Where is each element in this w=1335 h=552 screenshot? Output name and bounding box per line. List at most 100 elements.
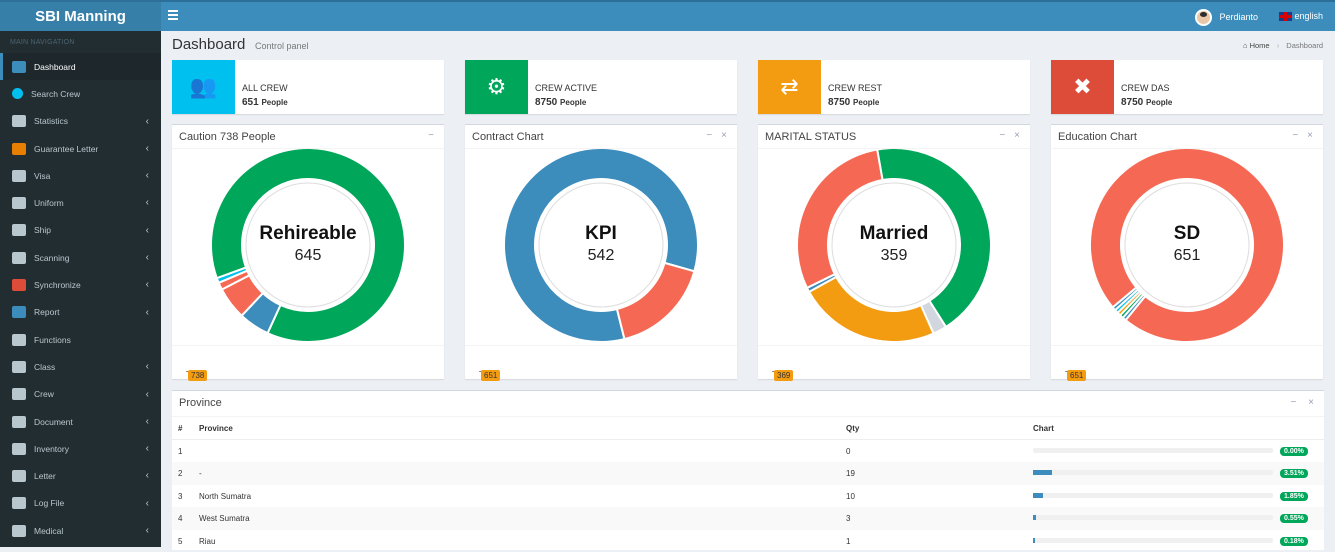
progress-bar [1033, 515, 1273, 520]
chevron-left-icon: ‹ [146, 307, 149, 318]
sidebar-item-class[interactable]: Class‹ [0, 353, 161, 380]
close-icon[interactable]: × [1307, 130, 1313, 141]
row-province: North Sumatra [199, 492, 251, 501]
info-box-crew-rest[interactable]: ⇄ CREW REST 8750 People [758, 60, 1030, 114]
uniform-icon [12, 197, 26, 209]
app-logo[interactable]: SBI Manning [0, 2, 161, 31]
briefcase-icon [12, 334, 26, 346]
sidebar-item-inventory[interactable]: Inventory‹ [0, 435, 161, 462]
row-num: 2 [178, 469, 182, 478]
total-badge: 651 [481, 370, 500, 381]
breadcrumb-current: Dashboard [1286, 41, 1323, 50]
chevron-left-icon: ‹ [146, 170, 149, 181]
avatar [1195, 9, 1212, 26]
user-menu[interactable]: Perdianto [1195, 7, 1258, 27]
collapse-icon[interactable]: − [999, 130, 1005, 141]
chart-panel-education-chart: Education Chart−×SD651Total 651 [1051, 124, 1323, 379]
progress-fill [1033, 493, 1043, 498]
total-badge: 738 [188, 370, 207, 381]
panel-title: Contract Chart [472, 131, 544, 143]
sidebar-item-log-file[interactable]: Log File ‹ [0, 490, 161, 517]
exchange-icon [12, 279, 26, 291]
panel-title: Education Chart [1058, 131, 1137, 143]
sidebar-item-label: Visa [34, 171, 50, 181]
close-icon[interactable]: × [1308, 397, 1314, 408]
panel-title: Caution 738 People [179, 131, 276, 143]
sidebar-item-dashboard[interactable]: Dashboard [0, 53, 161, 80]
nav-header: MAIN NAVIGATION [0, 31, 161, 53]
sidebar-item-label: Letter [34, 471, 56, 481]
top-header: SBI Manning Perdianto english [0, 0, 1335, 31]
row-province: - [199, 469, 202, 478]
chevron-left-icon: ‹ [146, 498, 149, 509]
sidebar-item-guarantee-letter[interactable]: Guarantee Letter‹ [0, 135, 161, 162]
sidebar-item-visa[interactable]: Visa ‹ [0, 162, 161, 189]
donut-center-value: 651 [1051, 247, 1323, 265]
sidebar-item-medical[interactable]: Medical ‹ [0, 517, 161, 544]
row-qty: 10 [846, 492, 855, 501]
exchange-icon: ⇄ [758, 60, 821, 114]
info-box-number: 651 People [242, 97, 288, 108]
info-box-number: 8750 People [828, 97, 879, 108]
chevron-left-icon: ‹ [146, 416, 149, 427]
panel-title: MARITAL STATUS [765, 131, 856, 143]
sidebar-item-scanning[interactable]: Scanning‹ [0, 244, 161, 271]
sidebar-item-label: Statistics [34, 116, 68, 126]
close-icon[interactable]: × [1014, 130, 1020, 141]
sidebar-item-label: Medical [34, 526, 63, 536]
row-qty: 19 [846, 469, 855, 478]
row-num: 1 [178, 447, 182, 456]
language-label: english [1294, 11, 1323, 21]
chevron-left-icon: ‹ [146, 525, 149, 536]
sidebar-item-label: Log File [34, 498, 64, 508]
sidebar-item-statistics[interactable]: Statistics‹ [0, 108, 161, 135]
breadcrumb-home[interactable]: Home [1250, 41, 1270, 50]
collapse-icon[interactable]: − [428, 130, 434, 141]
sidebar-item-label: Uniform [34, 198, 64, 208]
info-box-label: CREW REST [828, 83, 882, 93]
donut-slice[interactable] [797, 149, 883, 287]
sidebar-item-uniform[interactable]: Uniform ‹ [0, 189, 161, 216]
chevron-left-icon: ‹ [146, 197, 149, 208]
sidebar-item-synchronize[interactable]: Synchronize‹ [0, 271, 161, 298]
language-selector[interactable]: english [1279, 11, 1323, 21]
collapse-icon[interactable]: − [1292, 130, 1298, 141]
chevron-left-icon: ‹ [146, 470, 149, 481]
progress-bar [1033, 448, 1273, 453]
sidebar-item-report[interactable]: Report‹ [0, 299, 161, 326]
sidebar-item-label: Functions [34, 335, 71, 345]
page-subtitle: Control panel [255, 41, 309, 51]
total-badge: 651 [1067, 370, 1086, 381]
chart-panel-contract-chart: Contract Chart−×KPI542Total 651 [465, 124, 737, 379]
collapse-icon[interactable]: − [1291, 397, 1297, 408]
progress-bar [1033, 470, 1273, 475]
dashboard-icon [12, 61, 26, 73]
home-icon: ⌂ [1243, 41, 1248, 50]
chevron-left-icon: ‹ [146, 361, 149, 372]
sidebar-item-document[interactable]: Document‹ [0, 408, 161, 435]
sidebar-item-ship[interactable]: Ship‹ [0, 217, 161, 244]
donut-slice[interactable] [809, 277, 933, 342]
collapse-icon[interactable]: − [706, 130, 712, 141]
sidebar-item-crew[interactable]: Crew‹ [0, 381, 161, 408]
sidebar-toggle-icon[interactable] [168, 8, 182, 24]
sidebar-item-search-crew[interactable]: Search Crew [0, 80, 161, 107]
sidebar-item-letter[interactable]: Letter ‹ [0, 462, 161, 489]
chevron-left-icon: ‹ [146, 443, 149, 454]
pdf-file-icon [12, 143, 26, 155]
main-content: Dashboard Control panel ⌂ Home › Dashboa… [161, 31, 1335, 547]
progress-bar [1033, 538, 1273, 543]
chevron-left-icon: ‹ [146, 225, 149, 236]
info-box-number: 8750 People [1121, 97, 1172, 108]
close-icon[interactable]: × [721, 130, 727, 141]
info-box-label: ALL CREW [242, 83, 288, 93]
sidebar-item-label: Dashboard [34, 62, 76, 72]
table-header: # Province Qty Chart [172, 417, 1324, 440]
sidebar-item-functions[interactable]: Functions [0, 326, 161, 353]
